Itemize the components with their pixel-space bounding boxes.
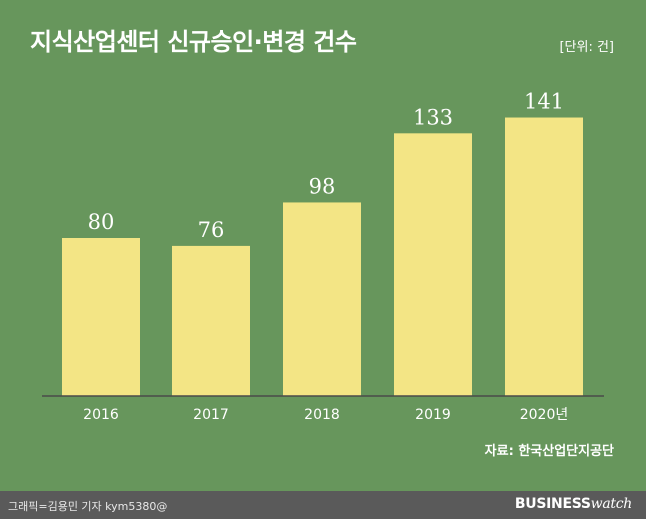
bar-2016 — [62, 238, 140, 396]
bar-value-label: 98 — [309, 174, 336, 198]
x-tick-label: 2018 — [304, 407, 340, 423]
graphic-credit: 그래픽=김용민 기자 kym5380@ — [8, 500, 168, 513]
source-note: 자료: 한국산업단지공단 — [484, 444, 614, 459]
bar-2018 — [283, 202, 361, 396]
brand-logo-light: watch — [590, 496, 633, 512]
brand-logo: BUSINESSwatch — [515, 496, 632, 512]
bar-value-label: 76 — [198, 218, 225, 242]
brand-logo-bold: BUSINESS — [514, 496, 591, 512]
bar-2020 — [505, 117, 583, 397]
bar-value-label: 133 — [413, 105, 453, 129]
x-tick-label: 2017 — [193, 407, 229, 423]
bar-2017 — [172, 245, 250, 396]
unit-label: [단위: 건] — [559, 40, 614, 55]
x-tick-label: 2020년 — [520, 407, 569, 423]
bar-2019 — [394, 133, 472, 396]
bar-value-label: 141 — [524, 90, 564, 114]
x-tick-label: 2016 — [83, 407, 119, 423]
x-tick-label: 2019 — [415, 407, 451, 423]
bars-group: 80 2016 76 2017 98 2018 133 2019 141 2020년 — [62, 90, 583, 423]
bar-value-label: 80 — [88, 210, 115, 234]
footer-bar: 그래픽=김용민 기자 kym5380@ BUSINESSwatch — [0, 491, 646, 519]
chart-title: 지식산업센터 신규승인·변경 건수 — [30, 28, 357, 56]
